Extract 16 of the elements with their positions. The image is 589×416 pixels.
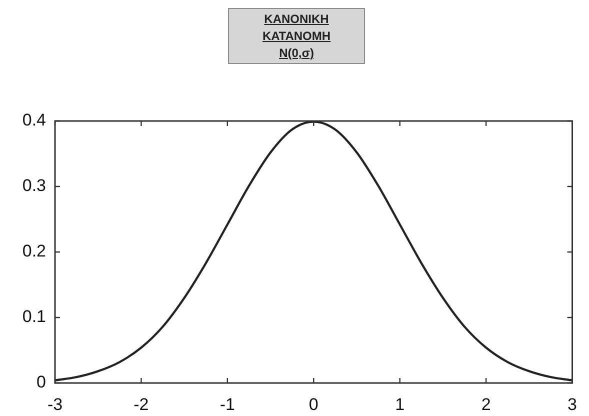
line-series xyxy=(55,121,572,382)
y-tick-label: 0.1 xyxy=(22,307,46,326)
chart-title: ΚΑΝΟΝΙΚΗ ΚΑΤΑΝΟΜΗ xyxy=(262,11,331,45)
x-tick-label: -2 xyxy=(134,394,149,414)
x-tick-label: -3 xyxy=(47,394,63,414)
x-tick-label: 2 xyxy=(481,394,491,414)
y-tick-label: 0.2 xyxy=(22,242,46,261)
y-tick-label: 0.4 xyxy=(22,110,46,130)
x-tick-label: 0 xyxy=(308,394,318,414)
x-tick-label: 3 xyxy=(568,394,578,414)
y-tick-label: 0.3 xyxy=(22,176,46,196)
chart-subtitle: N(0,σ) xyxy=(278,45,315,62)
y-tick-label: 0 xyxy=(36,372,46,392)
x-tick-label: -1 xyxy=(220,394,235,414)
x-tick-label: 1 xyxy=(395,394,405,414)
title-box: ΚΑΝΟΝΙΚΗ ΚΑΤΑΝΟΜΗ N(0,σ) xyxy=(228,8,365,64)
